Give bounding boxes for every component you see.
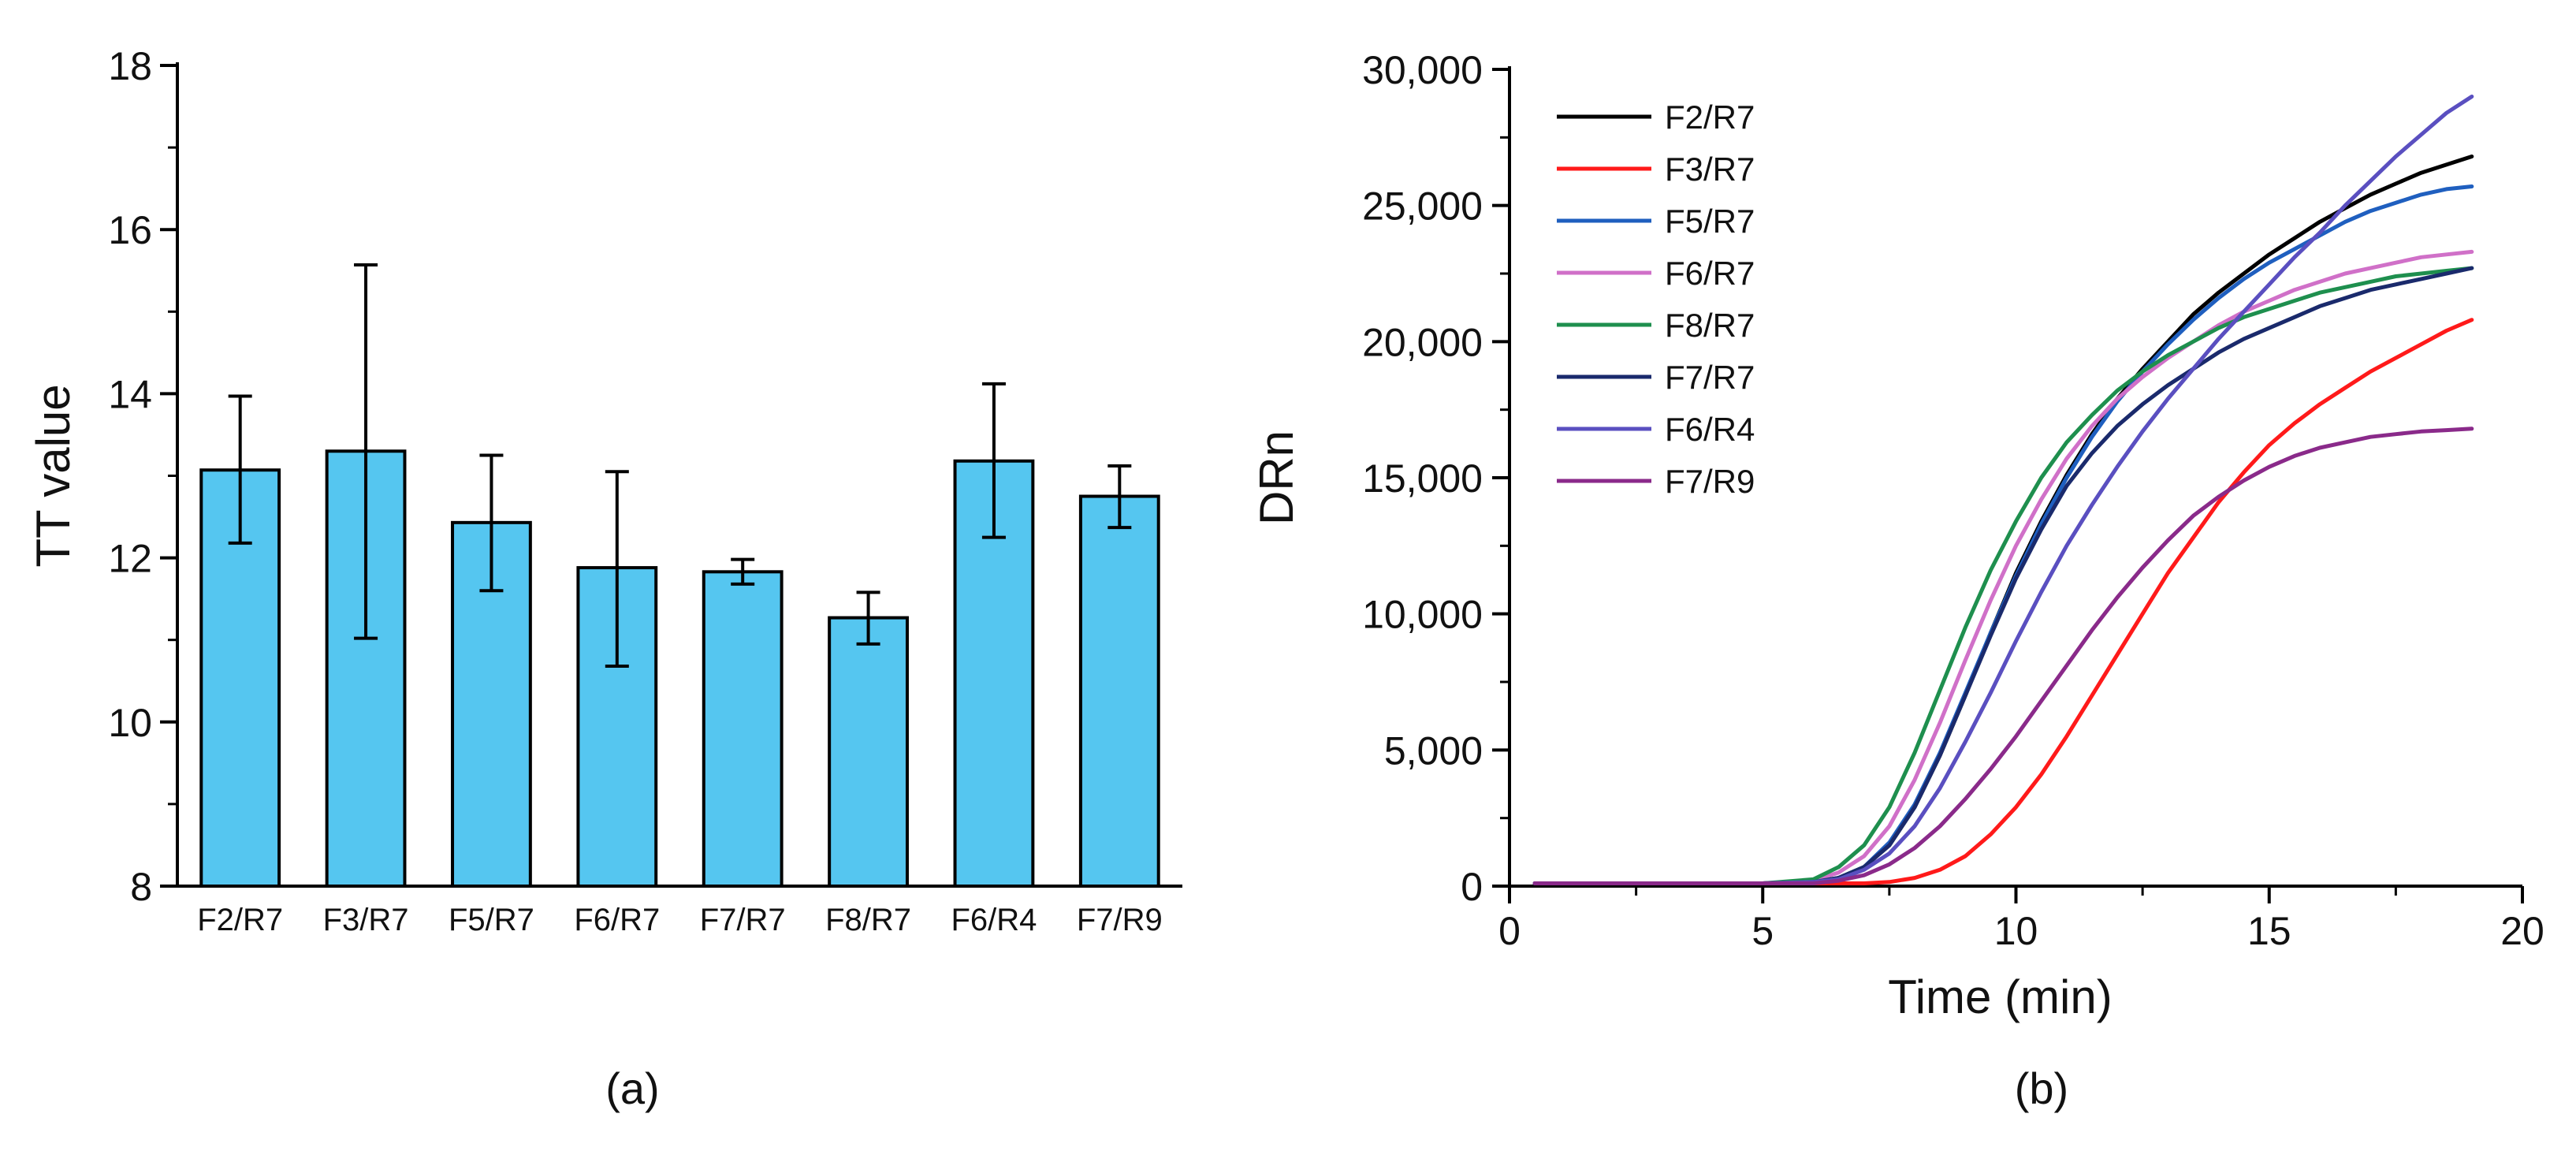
x-axis-label: Time (min)	[1888, 970, 2112, 1023]
y-tick-label: 8	[130, 865, 152, 909]
y-tick-label: 25,000	[1362, 184, 1483, 229]
y-tick-label: 10,000	[1362, 593, 1483, 637]
x-tick-label: 20	[2500, 909, 2544, 953]
legend-label: F2/R7	[1665, 99, 1755, 136]
panel-label-a: (a)	[605, 1063, 659, 1113]
x-category-label: F5/R7	[449, 903, 534, 937]
x-tick-label: 10	[1994, 909, 2038, 953]
y-tick-label: 16	[108, 208, 152, 252]
bar	[702, 570, 784, 888]
panel-label-b: (b)	[2015, 1063, 2068, 1113]
x-category-label: F8/R7	[825, 903, 911, 937]
legend-label: F6/R4	[1665, 411, 1755, 448]
x-tick-label: 15	[2247, 909, 2291, 953]
x-category-label: F3/R7	[323, 903, 409, 937]
y-tick-label: 0	[1461, 865, 1483, 909]
legend-label: F3/R7	[1665, 151, 1755, 188]
x-category-label: F7/R9	[1077, 903, 1163, 937]
x-category-label: F6/R4	[951, 903, 1037, 937]
bar	[199, 468, 281, 888]
y-tick-label: 10	[108, 701, 152, 745]
legend-label: F5/R7	[1665, 203, 1755, 240]
y-tick-label: 12	[108, 537, 152, 581]
legend-label: F8/R7	[1665, 307, 1755, 344]
y-tick-label: 18	[108, 44, 152, 88]
legend-label: F7/R9	[1665, 463, 1755, 500]
bar	[828, 616, 909, 888]
y-tick-label: 20,000	[1362, 320, 1483, 364]
x-category-label: F6/R7	[574, 903, 660, 937]
y-tick-label: 14	[108, 372, 152, 416]
line-chart-panel: 0 5,000 10,000 15,000 20,000 25,000 30,000 0 5 10…	[1250, 48, 2544, 1113]
y-axis-label: TT value	[27, 384, 80, 567]
legend-label: F7/R7	[1665, 359, 1755, 396]
series-line	[1532, 249, 2474, 885]
y-tick-label: 15,000	[1362, 456, 1483, 501]
x-tick-label: 0	[1498, 909, 1521, 953]
x-tick-label: 5	[1751, 909, 1774, 953]
x-category-label: F7/R7	[700, 903, 786, 937]
bar	[1078, 494, 1160, 888]
y-tick-label: 30,000	[1362, 48, 1483, 92]
x-category-label: F2/R7	[197, 903, 283, 937]
bar-chart-panel: 8 10 12 14 16 18 TT value F2/R7 F3/R7 F5/R7 F6/R7 F…	[27, 44, 1182, 1113]
legend-label: F6/R7	[1665, 255, 1755, 292]
y-tick-label: 5,000	[1384, 728, 1483, 773]
series-line	[1532, 427, 2474, 885]
y-axis-label: DRn	[1250, 430, 1303, 525]
